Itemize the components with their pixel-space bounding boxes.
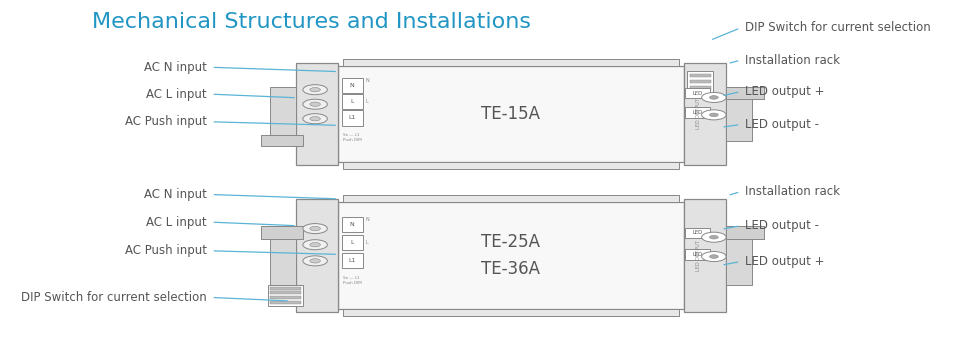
- Text: AC Push input: AC Push input: [125, 244, 207, 257]
- Circle shape: [710, 113, 718, 116]
- FancyBboxPatch shape: [342, 162, 680, 169]
- Circle shape: [702, 232, 726, 242]
- FancyBboxPatch shape: [338, 202, 683, 309]
- Text: LED OUTPUT: LED OUTPUT: [696, 99, 701, 129]
- FancyBboxPatch shape: [342, 59, 680, 66]
- Circle shape: [309, 259, 320, 263]
- FancyBboxPatch shape: [685, 88, 710, 98]
- Circle shape: [309, 88, 320, 92]
- Circle shape: [710, 236, 718, 239]
- Circle shape: [303, 223, 328, 234]
- FancyBboxPatch shape: [270, 301, 301, 304]
- FancyBboxPatch shape: [341, 235, 362, 250]
- FancyBboxPatch shape: [690, 74, 710, 78]
- Text: N: N: [365, 78, 369, 83]
- FancyBboxPatch shape: [690, 80, 710, 83]
- Text: L1: L1: [349, 115, 356, 120]
- FancyBboxPatch shape: [687, 71, 713, 92]
- FancyBboxPatch shape: [338, 66, 683, 162]
- Circle shape: [309, 242, 320, 247]
- Circle shape: [303, 99, 328, 109]
- FancyBboxPatch shape: [270, 226, 296, 285]
- Text: AC Push input: AC Push input: [125, 115, 207, 128]
- FancyBboxPatch shape: [726, 226, 752, 285]
- Text: TE-25A: TE-25A: [481, 233, 541, 250]
- FancyBboxPatch shape: [341, 253, 362, 268]
- Text: LED OUTPUT: LED OUTPUT: [696, 240, 701, 271]
- Circle shape: [303, 256, 328, 266]
- Text: AC N input: AC N input: [145, 188, 207, 201]
- Text: DIP Switch for current selection: DIP Switch for current selection: [745, 21, 930, 34]
- Text: Mechanical Structures and Installations: Mechanical Structures and Installations: [92, 12, 530, 32]
- Circle shape: [710, 255, 718, 258]
- Text: Se — L1
Push DIM: Se — L1 Push DIM: [342, 276, 362, 285]
- FancyBboxPatch shape: [726, 226, 764, 239]
- Text: DIP Switch for current selection: DIP Switch for current selection: [21, 291, 207, 304]
- FancyBboxPatch shape: [270, 87, 296, 141]
- Text: LED: LED: [692, 252, 703, 257]
- FancyBboxPatch shape: [342, 309, 680, 316]
- FancyBboxPatch shape: [296, 199, 338, 312]
- Text: TE-36A: TE-36A: [481, 261, 541, 278]
- Text: L: L: [365, 99, 368, 104]
- FancyBboxPatch shape: [268, 285, 304, 306]
- Text: N: N: [350, 83, 355, 88]
- FancyBboxPatch shape: [683, 63, 726, 165]
- Text: AC N input: AC N input: [145, 61, 207, 74]
- Circle shape: [303, 85, 328, 95]
- Text: LED output -: LED output -: [745, 118, 818, 131]
- Text: L: L: [351, 99, 354, 104]
- FancyBboxPatch shape: [261, 135, 304, 146]
- FancyBboxPatch shape: [270, 296, 301, 299]
- FancyBboxPatch shape: [726, 87, 764, 99]
- FancyBboxPatch shape: [341, 110, 362, 126]
- FancyBboxPatch shape: [261, 226, 304, 239]
- FancyBboxPatch shape: [341, 94, 362, 109]
- Text: AC L input: AC L input: [147, 215, 207, 229]
- Text: LED output +: LED output +: [745, 85, 824, 98]
- Circle shape: [702, 252, 726, 262]
- Text: LED: LED: [692, 230, 703, 236]
- FancyBboxPatch shape: [342, 195, 680, 202]
- Text: TE-15A: TE-15A: [481, 105, 541, 123]
- Circle shape: [309, 116, 320, 121]
- Circle shape: [710, 96, 718, 99]
- Text: LED output +: LED output +: [745, 255, 824, 268]
- Circle shape: [309, 226, 320, 231]
- Text: LED: LED: [692, 110, 703, 115]
- FancyBboxPatch shape: [341, 78, 362, 92]
- Text: N: N: [365, 217, 369, 222]
- Text: Installation rack: Installation rack: [745, 54, 840, 67]
- Text: N: N: [350, 222, 355, 227]
- FancyBboxPatch shape: [270, 292, 301, 294]
- Text: LED: LED: [692, 91, 703, 95]
- FancyBboxPatch shape: [685, 249, 710, 260]
- Text: L: L: [351, 240, 354, 245]
- FancyBboxPatch shape: [690, 86, 710, 90]
- FancyBboxPatch shape: [270, 286, 301, 290]
- Circle shape: [309, 102, 320, 106]
- FancyBboxPatch shape: [726, 87, 752, 141]
- Text: L1: L1: [349, 258, 356, 264]
- Text: Installation rack: Installation rack: [745, 185, 840, 198]
- Circle shape: [303, 240, 328, 250]
- FancyBboxPatch shape: [683, 199, 726, 312]
- Circle shape: [303, 114, 328, 124]
- FancyBboxPatch shape: [296, 63, 338, 165]
- Text: Se — L1
Push DIM: Se — L1 Push DIM: [342, 133, 362, 142]
- Text: L: L: [365, 240, 368, 245]
- FancyBboxPatch shape: [685, 228, 710, 238]
- FancyBboxPatch shape: [341, 217, 362, 232]
- Circle shape: [702, 110, 726, 120]
- Circle shape: [702, 92, 726, 102]
- Text: LED output -: LED output -: [745, 219, 818, 232]
- FancyBboxPatch shape: [685, 107, 710, 118]
- Text: AC L input: AC L input: [147, 88, 207, 101]
